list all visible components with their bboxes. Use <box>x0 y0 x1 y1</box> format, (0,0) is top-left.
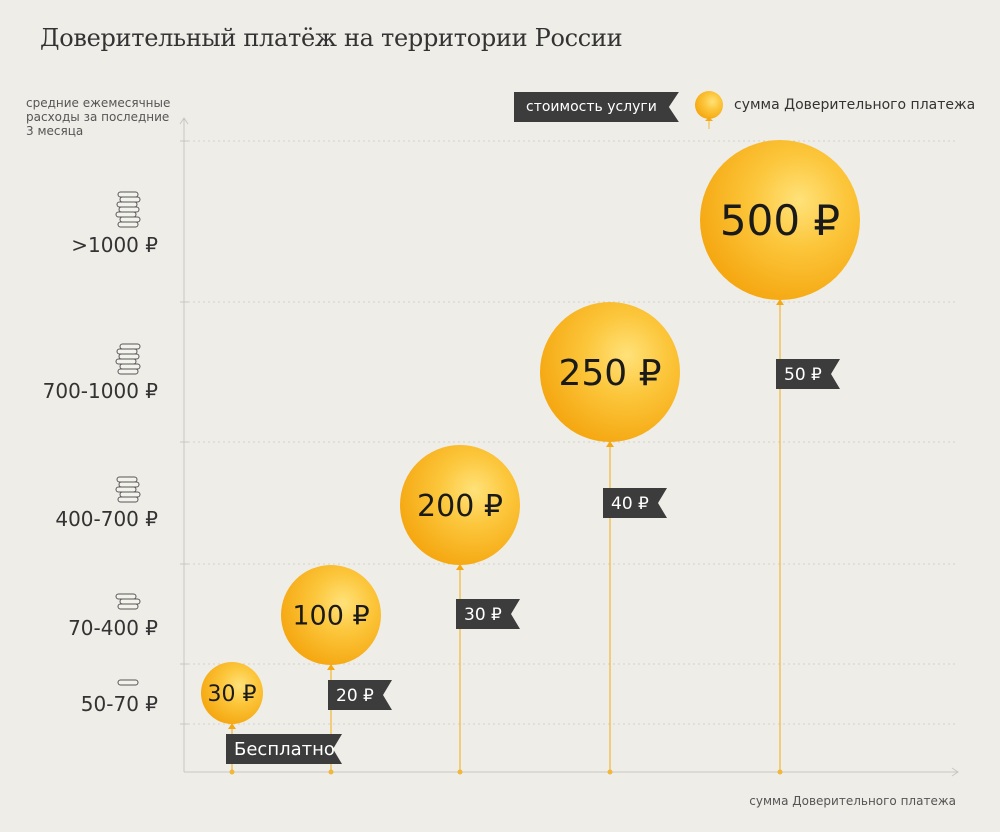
balloon-bubble <box>201 662 263 724</box>
y-tick-label: 70-400 ₽ <box>68 616 158 640</box>
balloon-value-label: 500 ₽ <box>720 196 840 245</box>
cost-tag-label: 40 ₽ <box>611 494 649 514</box>
string-anchor-dot <box>777 769 783 775</box>
cost-tag-label: 30 ₽ <box>464 605 502 625</box>
cost-tag <box>226 734 342 764</box>
coins-stack-icon <box>115 191 141 228</box>
page-title: Доверительный платёж на территории Росси… <box>40 24 623 52</box>
cost-tag-label: 20 ₽ <box>336 686 374 706</box>
balloon-icon <box>695 91 723 129</box>
cost-tag-label: 50 ₽ <box>784 365 822 385</box>
cost-tag-label: Бесплатно <box>234 739 335 760</box>
y-tick-label: >1000 ₽ <box>71 233 158 257</box>
x-axis-arrow <box>951 767 959 777</box>
balloon-knot <box>228 723 236 729</box>
y-tick-label: 400-700 ₽ <box>55 507 158 531</box>
string-anchor-dot <box>328 769 334 775</box>
balloon-value-label: 200 ₽ <box>417 489 503 524</box>
legend-cost-tag: стоимость услуги <box>514 92 679 122</box>
coins-stack-icon <box>115 476 141 503</box>
legend-sum-label: сумма Доверительного платежа <box>734 97 976 113</box>
balloon-bubble <box>700 140 860 300</box>
coins-stack-icon <box>117 679 139 686</box>
coins-stack-icon <box>115 593 141 610</box>
string-anchor-dot <box>607 769 613 775</box>
string-anchor-dot <box>457 769 463 775</box>
balloon-value-label: 250 ₽ <box>558 353 661 394</box>
string-anchor-dot <box>229 769 235 775</box>
cost-tag <box>776 359 840 389</box>
y-tick-label: 700-1000 ₽ <box>43 379 159 403</box>
y-tick-label: 50-70 ₽ <box>81 692 158 716</box>
balloon-bubble <box>540 302 680 442</box>
cost-tag <box>456 599 520 629</box>
balloon-bubble <box>400 445 520 565</box>
balloon-value-label: 100 ₽ <box>292 601 369 632</box>
coins-stack-icon <box>115 343 141 375</box>
balloon-knot <box>327 664 335 670</box>
balloon-knot <box>776 299 784 305</box>
balloon-knot <box>456 564 464 570</box>
y-axis-caption: средние ежемесячные расходы за последние… <box>26 96 171 138</box>
balloon-bubble <box>281 565 381 665</box>
balloon-value-label: 30 ₽ <box>208 682 257 707</box>
cost-tag <box>603 488 667 518</box>
balloon-knot <box>606 441 614 447</box>
y-axis-arrow <box>179 117 189 125</box>
cost-tag <box>328 680 392 710</box>
x-axis-caption: сумма Доверительного платежа <box>749 794 956 808</box>
